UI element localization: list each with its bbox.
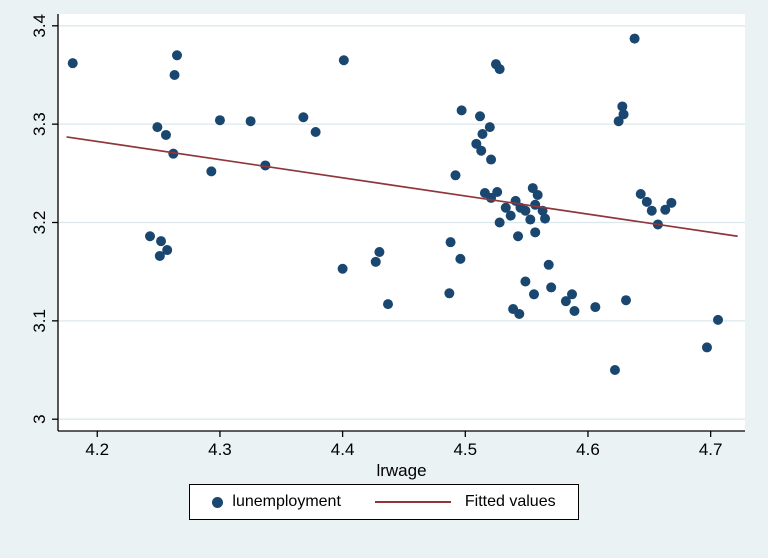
data-point bbox=[520, 205, 531, 216]
x-tick-label: 4.2 bbox=[85, 440, 109, 459]
data-point bbox=[494, 64, 505, 75]
data-point bbox=[520, 276, 531, 287]
data-point bbox=[500, 202, 511, 213]
data-point bbox=[514, 308, 525, 319]
data-point bbox=[370, 256, 381, 267]
y-tick-label: 3.2 bbox=[30, 211, 49, 235]
data-point bbox=[590, 302, 601, 313]
data-point bbox=[162, 245, 173, 256]
data-point bbox=[532, 189, 543, 200]
data-point bbox=[530, 227, 541, 238]
fitted-line bbox=[66, 136, 738, 238]
legend-label-lunemployment: lunemployment bbox=[232, 493, 341, 510]
x-tick-label: 4.6 bbox=[576, 440, 600, 459]
data-point bbox=[567, 289, 578, 300]
data-point bbox=[67, 58, 78, 69]
y-tick-label: 3.3 bbox=[30, 112, 49, 136]
data-point bbox=[455, 253, 466, 264]
data-point bbox=[160, 129, 171, 140]
x-tick-label: 4.5 bbox=[453, 440, 477, 459]
data-point bbox=[560, 296, 571, 307]
data-point bbox=[338, 55, 349, 66]
y-tick-label: 3.1 bbox=[30, 309, 49, 333]
data-point bbox=[635, 188, 646, 199]
data-point bbox=[543, 259, 554, 270]
data-point bbox=[660, 204, 671, 215]
data-point bbox=[471, 138, 482, 149]
data-point bbox=[505, 210, 516, 221]
data-point bbox=[713, 314, 724, 325]
data-point bbox=[374, 247, 385, 258]
scatter-marker-icon bbox=[212, 496, 224, 508]
data-point bbox=[169, 69, 180, 80]
data-point bbox=[629, 33, 640, 44]
data-point bbox=[154, 250, 165, 261]
data-point bbox=[540, 213, 551, 224]
data-point bbox=[298, 112, 309, 123]
data-point bbox=[701, 342, 712, 353]
data-point bbox=[513, 231, 524, 242]
data-point bbox=[666, 197, 677, 208]
y-tick-label: 3 bbox=[30, 414, 49, 423]
data-point bbox=[476, 145, 487, 156]
data-point bbox=[609, 365, 620, 376]
data-point bbox=[171, 50, 182, 61]
fitted-line-icon bbox=[374, 501, 451, 503]
data-point bbox=[156, 236, 167, 247]
scatter-plot: 3 3.1 3.2 3.3 3.4 4.2 4.3 4.4 4.5 4.6 4.7 lrwage bbox=[30, 14, 745, 480]
data-point bbox=[641, 196, 652, 207]
data-point bbox=[383, 299, 394, 310]
data-point bbox=[214, 115, 225, 126]
data-point bbox=[445, 237, 456, 248]
data-point bbox=[245, 116, 256, 127]
data-point bbox=[618, 109, 629, 120]
data-point bbox=[310, 127, 321, 138]
data-point bbox=[527, 183, 538, 194]
data-point bbox=[613, 116, 624, 127]
data-point bbox=[646, 205, 657, 216]
data-point bbox=[145, 231, 156, 242]
data-point bbox=[621, 295, 632, 306]
data-point bbox=[168, 148, 179, 159]
legend: lunemployment Fitted values bbox=[0, 484, 768, 520]
x-tick-label: 4.3 bbox=[208, 440, 232, 459]
data-point bbox=[617, 101, 628, 112]
data-point bbox=[475, 111, 486, 122]
x-axis-title: lrwage bbox=[376, 461, 426, 480]
data-point bbox=[569, 306, 580, 317]
data-point bbox=[444, 288, 455, 299]
data-point bbox=[206, 166, 217, 177]
data-point bbox=[477, 128, 488, 139]
data-point bbox=[494, 217, 505, 228]
x-tick-label: 4.4 bbox=[331, 440, 355, 459]
y-tick-label: 3.4 bbox=[30, 14, 49, 38]
data-point bbox=[152, 122, 163, 133]
data-point bbox=[337, 263, 348, 274]
data-point bbox=[486, 154, 497, 165]
data-point bbox=[528, 289, 539, 300]
legend-box: lunemployment Fitted values bbox=[189, 484, 579, 520]
data-point bbox=[260, 160, 271, 171]
data-point bbox=[456, 105, 467, 116]
data-point bbox=[546, 282, 557, 293]
legend-label-fitted-values: Fitted values bbox=[464, 493, 556, 510]
data-point bbox=[450, 170, 461, 181]
data-point bbox=[492, 187, 503, 198]
x-tick-label: 4.7 bbox=[699, 440, 723, 459]
data-point bbox=[525, 214, 536, 225]
data-point bbox=[484, 122, 495, 133]
